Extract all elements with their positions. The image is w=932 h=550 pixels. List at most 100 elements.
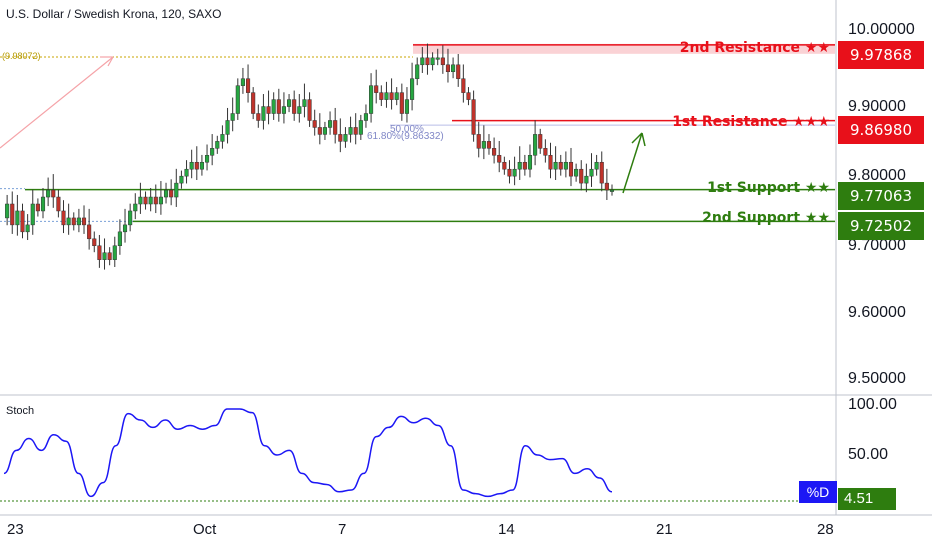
candle-body xyxy=(476,134,481,149)
candle-body xyxy=(281,106,286,114)
candle-body xyxy=(220,134,225,142)
candle-body xyxy=(579,168,584,184)
projection-arrow-head-a xyxy=(631,132,643,144)
candle-body xyxy=(46,189,51,198)
x-tick-14: 14 xyxy=(498,521,515,538)
candle-body xyxy=(189,161,194,170)
candle-body xyxy=(184,168,189,177)
candle-body xyxy=(440,57,445,66)
stoch-last-value: 4.51 xyxy=(838,488,896,510)
candle-body xyxy=(112,245,117,260)
candle-body xyxy=(445,64,451,73)
price-tick-9.7: 9.70000 xyxy=(848,237,906,254)
candle-body xyxy=(246,78,251,93)
candle-body xyxy=(435,57,440,60)
candle-body xyxy=(507,168,512,177)
candle-body xyxy=(420,57,425,66)
candle-body xyxy=(384,92,389,100)
candle-body xyxy=(322,127,327,135)
price-tick-9.8: 9.80000 xyxy=(848,167,906,184)
candle-body xyxy=(486,141,492,149)
candle-body xyxy=(466,92,471,100)
candle-body xyxy=(522,161,527,170)
candle-body xyxy=(348,127,353,135)
candle-body xyxy=(584,175,589,184)
candle-body xyxy=(179,175,184,184)
candle-body xyxy=(292,99,297,114)
candle-body xyxy=(138,196,143,205)
level-stars-1st-support: ★★ xyxy=(804,180,830,196)
candle-body xyxy=(502,161,507,170)
candle-body xyxy=(594,161,599,170)
candle-body xyxy=(599,161,604,184)
fib-label-618: 61.80%(9.86332) xyxy=(367,131,444,142)
candle-body xyxy=(143,196,148,205)
candle-body xyxy=(456,64,461,79)
candle-body xyxy=(210,148,215,156)
projection-arrow-head-b xyxy=(641,132,646,147)
level-name-1st-support: 1st Support xyxy=(707,180,801,196)
candle-body xyxy=(553,161,558,170)
candle-body xyxy=(5,203,10,219)
candle-body xyxy=(235,85,240,114)
candle-body xyxy=(25,224,30,233)
candle-body xyxy=(133,203,138,212)
stoch-d-line xyxy=(3,408,613,498)
candle-body xyxy=(230,113,235,121)
candle-body xyxy=(92,238,97,247)
level-stars-2nd-resistance: ★★ xyxy=(804,40,830,56)
candle-body xyxy=(410,78,415,100)
price-tick-9.6: 9.60000 xyxy=(848,304,906,321)
x-tick-28: 28 xyxy=(817,521,834,538)
candle-body xyxy=(287,99,292,107)
candle-body xyxy=(538,134,543,149)
stoch-tick-50: 50.00 xyxy=(848,446,889,463)
level-stars-1st-resistance: ★★★ xyxy=(792,114,830,130)
candle-body xyxy=(128,210,133,226)
candle-body xyxy=(389,92,394,100)
candle-body xyxy=(102,252,107,260)
candle-body xyxy=(589,168,594,177)
stoch-tick-100: 100.00 xyxy=(848,396,897,413)
candle-body xyxy=(609,189,615,192)
resistance-zone xyxy=(413,43,835,54)
price-tick-10: 10.00000 xyxy=(848,21,915,38)
candle-body xyxy=(204,155,210,163)
level-stars-2nd-support: ★★ xyxy=(804,210,830,226)
candle-body xyxy=(461,78,466,93)
trend-line xyxy=(0,56,114,149)
candle-body xyxy=(343,134,348,142)
candle-body xyxy=(358,120,363,135)
candle-body xyxy=(271,99,276,114)
candle-body xyxy=(266,106,271,114)
candle-body xyxy=(415,64,420,79)
candle-body xyxy=(558,161,563,170)
candle-body xyxy=(369,85,374,114)
candle-body xyxy=(61,210,66,226)
candle-body xyxy=(563,161,568,170)
candle-body xyxy=(374,85,379,93)
candle-body xyxy=(20,210,25,233)
level-name-1st-resistance: 1st Resistance xyxy=(672,114,788,130)
candle-body xyxy=(256,113,261,121)
level-name-2nd-support: 2nd Support xyxy=(702,210,801,226)
candle-body xyxy=(51,189,56,198)
candle-body xyxy=(604,182,609,191)
candle-body xyxy=(425,57,430,66)
candle-body xyxy=(568,161,574,177)
candle-body xyxy=(574,168,579,177)
candle-body xyxy=(543,148,548,156)
candle-body xyxy=(353,127,358,135)
candle-body xyxy=(158,196,163,205)
candle-body xyxy=(430,57,435,66)
candle-body xyxy=(548,155,553,170)
level-name-2nd-resistance: 2nd Resistance xyxy=(679,40,801,56)
candle-body xyxy=(15,210,20,226)
candle-body xyxy=(307,99,312,121)
price-tick-9.5: 9.50000 xyxy=(848,370,906,387)
x-tick-23: 23 xyxy=(7,521,24,538)
candle-body xyxy=(81,217,87,226)
level-label-2nd-resistance: 2nd Resistance ★★ xyxy=(680,40,830,56)
candle-body xyxy=(399,92,404,114)
